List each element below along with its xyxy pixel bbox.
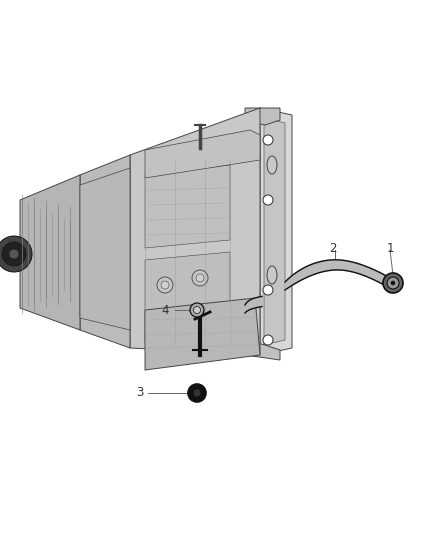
Circle shape <box>157 277 173 293</box>
Ellipse shape <box>267 266 277 284</box>
Circle shape <box>263 195 273 205</box>
Polygon shape <box>245 296 262 313</box>
Circle shape <box>161 281 169 289</box>
Polygon shape <box>264 118 285 345</box>
Polygon shape <box>285 260 390 290</box>
Circle shape <box>0 236 32 272</box>
Polygon shape <box>245 108 280 125</box>
Text: 2: 2 <box>329 241 337 254</box>
Circle shape <box>196 274 204 282</box>
Circle shape <box>263 285 273 295</box>
Polygon shape <box>145 252 230 342</box>
Polygon shape <box>80 155 130 348</box>
Circle shape <box>263 135 273 145</box>
Circle shape <box>194 306 201 313</box>
Circle shape <box>383 273 403 293</box>
Circle shape <box>387 277 399 289</box>
Circle shape <box>263 335 273 345</box>
Polygon shape <box>145 130 260 178</box>
Text: 1: 1 <box>386 241 394 254</box>
Circle shape <box>9 249 19 259</box>
Polygon shape <box>245 340 280 360</box>
Ellipse shape <box>267 156 277 174</box>
Circle shape <box>2 242 26 266</box>
Polygon shape <box>130 108 260 355</box>
Text: 3: 3 <box>136 386 144 400</box>
Circle shape <box>192 270 208 286</box>
Polygon shape <box>20 175 80 330</box>
Text: 4: 4 <box>161 303 169 317</box>
Circle shape <box>188 384 206 402</box>
Circle shape <box>391 281 395 285</box>
Polygon shape <box>260 108 292 355</box>
Polygon shape <box>145 298 260 370</box>
Polygon shape <box>145 165 230 248</box>
Circle shape <box>190 303 204 317</box>
Polygon shape <box>80 168 130 330</box>
Circle shape <box>193 389 201 397</box>
